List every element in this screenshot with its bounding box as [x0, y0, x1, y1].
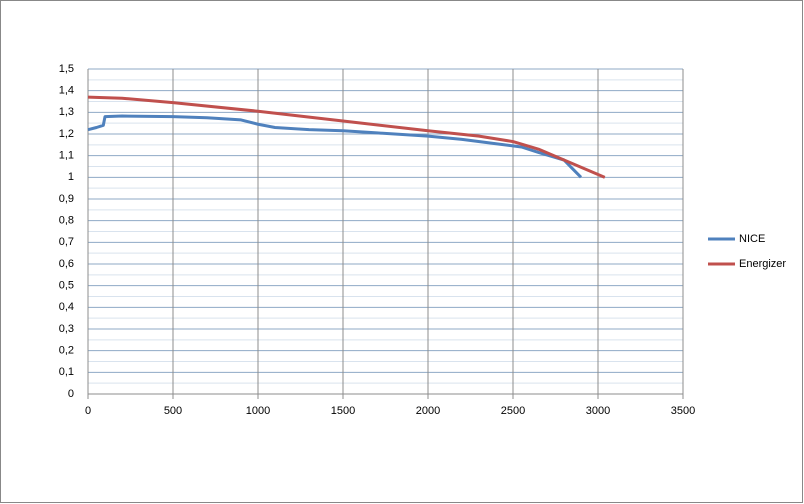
y-tick-label: 0,6	[59, 258, 74, 270]
x-tick-label: 0	[85, 405, 91, 417]
y-tick-label: 0,5	[59, 280, 74, 292]
data-line	[87, 114, 583, 179]
y-tick-label: 0	[68, 388, 74, 400]
x-tick-label: 1500	[331, 405, 355, 417]
y-tick-label: 0,9	[59, 193, 74, 205]
x-tick-label: 3000	[586, 405, 610, 417]
y-tick-label: 0,3	[59, 323, 74, 335]
y-tick-label: 1,4	[59, 85, 74, 97]
x-tick-label: 2000	[416, 405, 440, 417]
x-tick-label: 3500	[671, 405, 695, 417]
data-line	[87, 95, 606, 179]
y-tick-label: 0,2	[59, 345, 74, 357]
y-tick-label: 1,5	[59, 63, 74, 75]
y-tick-label: 1	[68, 171, 74, 183]
y-tick-label: 0,7	[59, 236, 74, 248]
y-tick-label: 0,8	[59, 215, 74, 227]
x-tick-label: 500	[164, 405, 182, 417]
x-tick-label: 1000	[246, 405, 270, 417]
legend-label: NICE	[739, 233, 765, 245]
y-tick-label: 0,1	[59, 366, 74, 378]
y-tick-label: 1,3	[59, 106, 74, 118]
y-tick-label: 1,1	[59, 150, 74, 162]
y-tick-label: 0,4	[59, 301, 74, 313]
legend-label: Energizer	[739, 258, 786, 270]
y-tick-label: 1,2	[59, 128, 74, 140]
x-tick-label: 2500	[501, 405, 525, 417]
